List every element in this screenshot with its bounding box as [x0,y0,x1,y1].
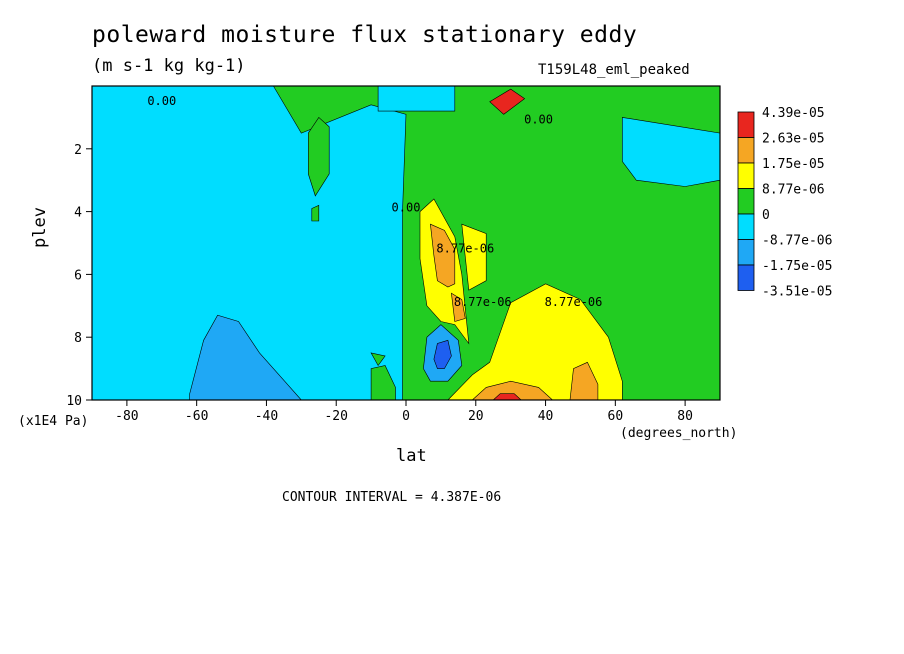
y-tick-label-0: 2 [74,143,82,158]
colorbar-swatch-0 [737,111,755,138]
colorbar-swatch-3 [737,188,755,215]
colorbar-label-2: 1.75e-05 [762,157,825,172]
colorbar-swatch-6 [737,264,755,291]
colorbar-label-1: 2.63e-05 [762,132,825,147]
contour-label-5: 8.77e-06 [545,295,603,309]
x-axis-label: lat [396,446,427,466]
colorbar-label-3: 8.77e-06 [762,183,825,198]
contour-region-15 [307,116,330,197]
colorbar-label-4: 0 [762,208,770,223]
x-tick-label-1: -60 [185,409,208,424]
colorbar-label-6: -1.75e-05 [762,259,832,274]
y-axis-units: (x1E4 Pa) [18,414,89,429]
contour-label-2: 0.00 [392,201,421,215]
contour-region-17 [370,352,386,367]
contour-region-14 [489,88,526,115]
colorbar-swatch-2 [737,162,755,189]
colorbar-label-0: 4.39e-05 [762,106,825,121]
colorbar-swatch-5 [737,239,755,266]
colorbar-swatch-1 [737,137,755,164]
x-tick-label-6: 40 [538,409,554,424]
contour-region-9 [430,223,456,288]
x-axis-units: (degrees_north) [620,426,738,441]
x-tick-label-0: -80 [115,409,138,424]
contour-region-16 [311,204,320,222]
contour-region-10 [451,292,466,322]
chart-title: poleward moisture flux stationary eddy [92,22,638,48]
dataset-label: T159L48_eml_peaked [538,62,690,78]
y-tick-label-3: 8 [74,331,82,346]
colorbar-label-7: -3.51e-05 [762,285,832,300]
contour-region-2 [377,85,456,112]
chart-units: (m s-1 kg kg-1) [92,56,246,76]
contour-label-1: 0.00 [524,113,553,127]
colorbar-label-5: -8.77e-06 [762,234,832,249]
contour-region-5 [433,339,452,369]
x-tick-label-2: -40 [255,409,278,424]
x-tick-label-5: 20 [468,409,484,424]
contour-interval: CONTOUR INTERVAL = 4.387E-06 [282,490,502,505]
contour-label-0: 0.00 [147,94,176,108]
contour-region-7 [461,223,487,291]
x-tick-label-3: -20 [324,409,347,424]
y-tick-label-2: 6 [74,268,82,283]
x-tick-label-4: 0 [402,409,410,424]
y-tick-label-1: 4 [74,206,82,221]
x-tick-label-7: 60 [608,409,624,424]
contour-label-3: 8.77e-06 [436,241,494,255]
x-tick-label-8: 80 [677,409,693,424]
y-tick-label-4: 10 [66,394,82,409]
colorbar-swatch-4 [737,213,755,240]
contour-label-4: 8.77e-06 [454,295,512,309]
